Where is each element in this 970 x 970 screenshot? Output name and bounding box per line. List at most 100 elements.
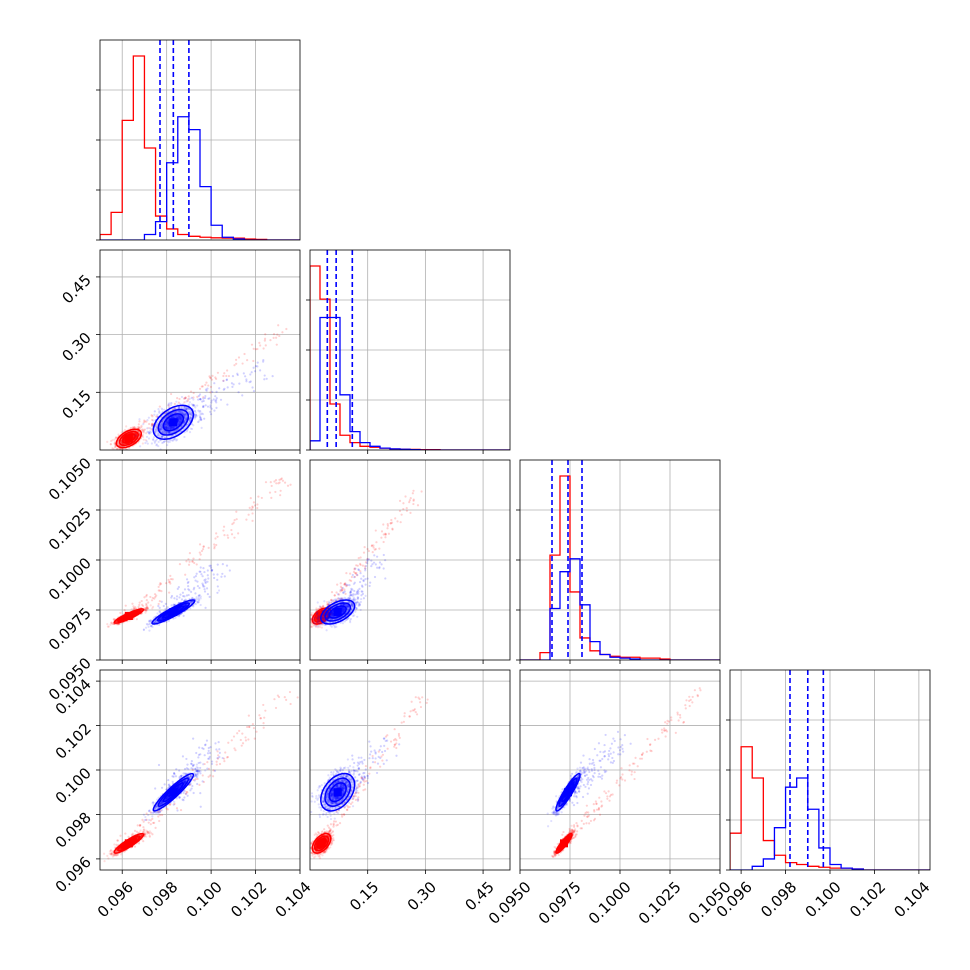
scatter-point xyxy=(145,605,149,608)
scatter-point xyxy=(222,525,226,528)
scatter-point xyxy=(259,369,262,372)
scatter-point xyxy=(190,413,193,416)
scatter-point xyxy=(179,419,183,422)
scatter-point xyxy=(139,445,142,448)
scatter-point xyxy=(134,432,138,436)
scatter-point xyxy=(114,436,118,439)
scatter-point xyxy=(165,427,168,430)
scatter-point xyxy=(159,618,162,621)
scatter-point xyxy=(175,400,178,403)
scatter-point xyxy=(183,397,186,400)
scatter-point xyxy=(213,543,216,546)
scatter-point xyxy=(151,607,154,610)
scatter-point xyxy=(164,423,167,426)
scatter-point xyxy=(158,583,161,586)
scatter-point xyxy=(256,365,259,368)
scatter-point xyxy=(157,604,160,608)
scatter-point xyxy=(184,604,188,607)
scatter-point xyxy=(189,417,193,420)
scatter-point xyxy=(169,427,172,430)
scatter-point xyxy=(146,442,149,445)
scatter-point xyxy=(192,404,195,407)
scatter-point xyxy=(146,623,149,626)
scatter-point xyxy=(177,608,180,611)
scatter-point xyxy=(178,397,181,401)
scatter-point xyxy=(183,401,186,404)
scatter-point xyxy=(174,616,177,619)
scatter-point xyxy=(177,417,180,420)
scatter-point xyxy=(173,603,176,607)
scatter-point xyxy=(177,586,180,589)
scatter-point xyxy=(189,416,192,419)
scatter-point xyxy=(161,441,164,445)
scatter-point xyxy=(171,435,174,438)
scatter-point xyxy=(200,418,203,421)
scatter-point xyxy=(167,426,170,429)
scatter-point xyxy=(277,482,280,485)
scatter-point xyxy=(174,415,177,418)
scatter-point xyxy=(110,621,113,624)
scatter-point xyxy=(173,438,176,441)
density-peak xyxy=(124,612,133,620)
scatter-point xyxy=(170,402,173,405)
scatter-point xyxy=(158,428,161,431)
scatter-point xyxy=(161,420,164,423)
scatter-point xyxy=(189,607,192,610)
scatter-point xyxy=(152,605,155,608)
scatter-point xyxy=(209,376,212,379)
scatter-point xyxy=(187,403,191,406)
scatter-point xyxy=(236,372,239,375)
scatter-point xyxy=(251,512,254,515)
scatter-point xyxy=(144,626,148,629)
scatter-point xyxy=(251,505,254,508)
scatter-point xyxy=(121,448,125,450)
scatter-point xyxy=(197,398,200,401)
scatter-point xyxy=(199,410,202,413)
scatter-point xyxy=(177,410,180,413)
scatter-point xyxy=(250,371,253,374)
histogram-panel-2 xyxy=(516,459,721,661)
scatter-point xyxy=(184,397,187,400)
scatter-point xyxy=(197,598,200,601)
scatter-point xyxy=(145,606,149,610)
scatter-point xyxy=(170,412,173,415)
scatter-point xyxy=(168,426,171,429)
scatter-point xyxy=(133,607,136,610)
scatter-point xyxy=(132,435,135,438)
scatter-point xyxy=(132,617,135,620)
scatter-point xyxy=(216,535,219,538)
scatter-point xyxy=(189,413,193,416)
scatter-point xyxy=(231,374,235,378)
scatter-point xyxy=(148,619,151,622)
scatter-point xyxy=(199,416,202,419)
scatter-point xyxy=(139,426,142,429)
scatter-point xyxy=(182,614,185,617)
scatter-point xyxy=(207,546,210,549)
scatter-point xyxy=(178,415,181,418)
scatter-point xyxy=(195,563,198,566)
scatter-point xyxy=(155,594,158,597)
scatter-point xyxy=(166,606,169,609)
axes-frame xyxy=(99,249,301,451)
scatter-point xyxy=(181,591,185,594)
scatter-point xyxy=(164,607,167,610)
scatter-point xyxy=(176,422,180,426)
scatter-point xyxy=(178,419,181,422)
scatter-point xyxy=(162,441,165,444)
scatter-point xyxy=(194,406,197,409)
scatter-point xyxy=(235,510,238,513)
scatter-point xyxy=(172,427,175,430)
scatter-point xyxy=(187,407,190,410)
scatter-point xyxy=(166,420,169,423)
scatter-point xyxy=(119,441,123,444)
scatter-point xyxy=(179,420,182,423)
scatter-point xyxy=(142,421,145,424)
scatter-point xyxy=(158,428,162,431)
scatter-point xyxy=(179,411,183,414)
scatter-point xyxy=(249,497,252,500)
scatter-point xyxy=(150,424,154,428)
scatter-point xyxy=(168,428,171,431)
scatter-point xyxy=(184,604,187,608)
scatter-point xyxy=(169,427,172,430)
scatter-point xyxy=(197,596,200,600)
